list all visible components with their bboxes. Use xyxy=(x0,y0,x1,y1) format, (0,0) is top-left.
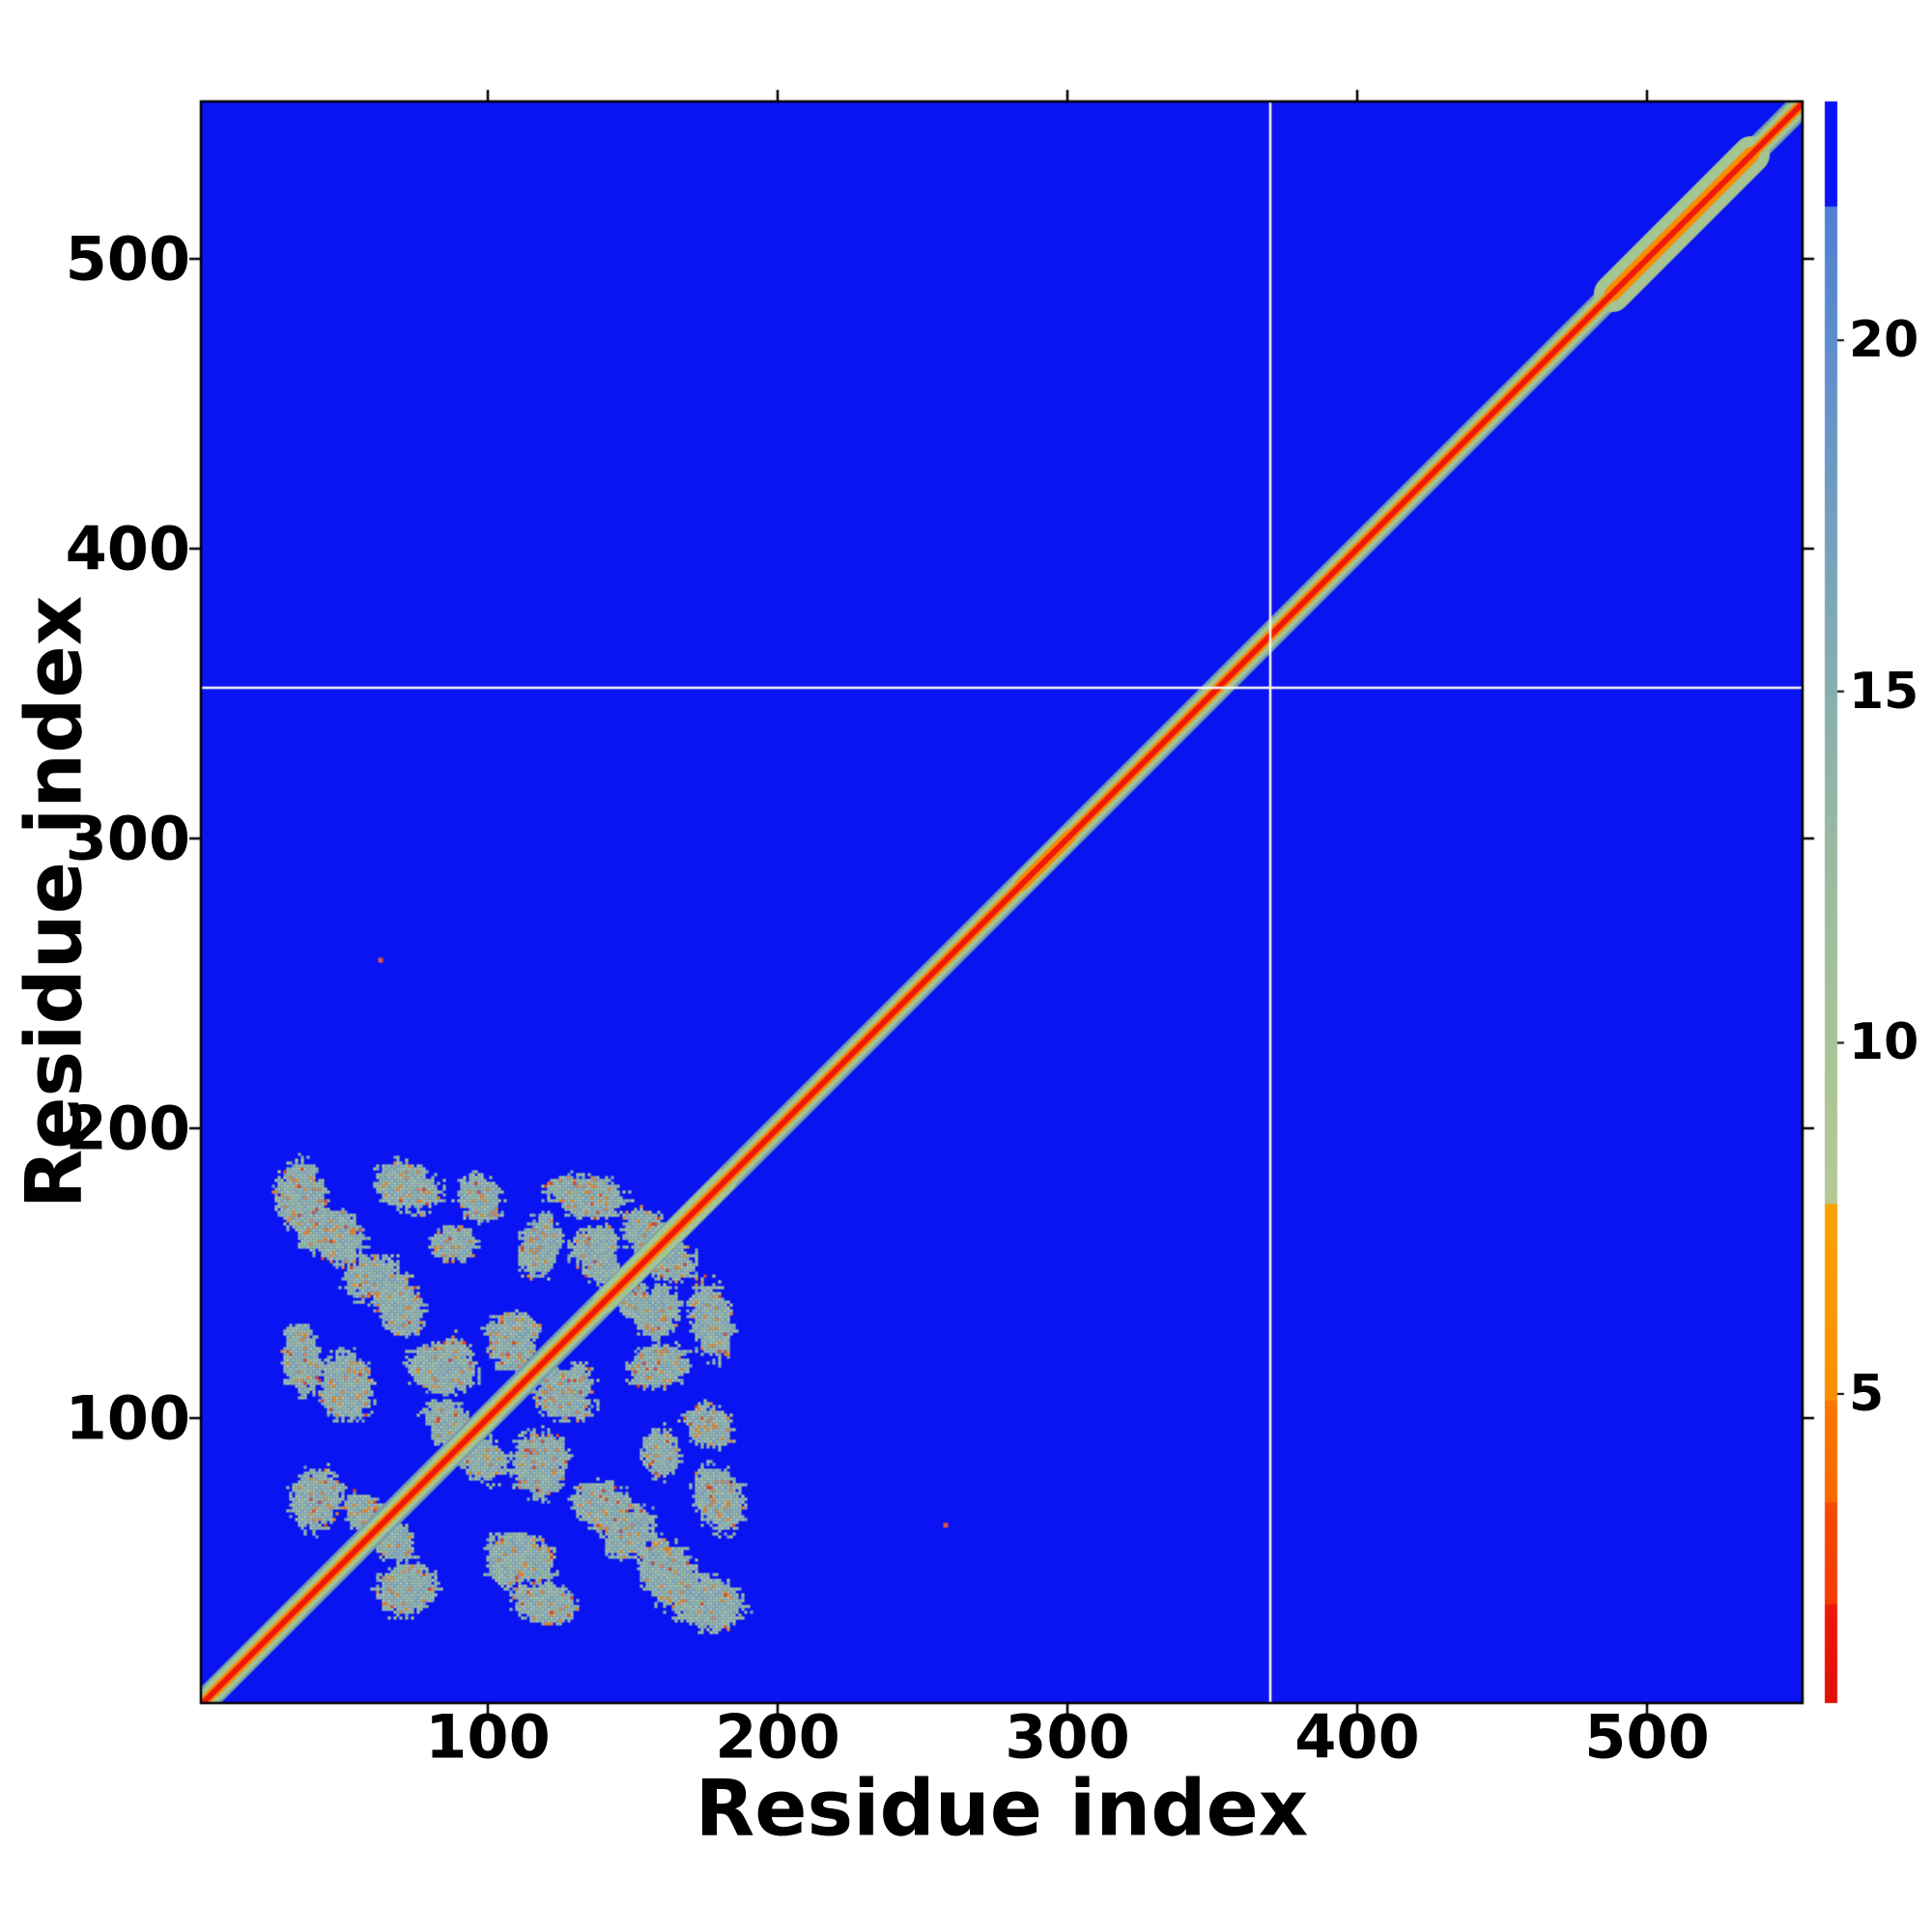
x-axis-title: Residue index xyxy=(695,1763,1309,1854)
x-tick-label: 400 xyxy=(1294,1701,1420,1773)
x-tick-label: 500 xyxy=(1584,1701,1710,1773)
y-tick-label: 400 xyxy=(65,513,190,584)
colorbar-tick-label: 10 xyxy=(1849,1013,1919,1072)
x-tick-label: 200 xyxy=(715,1701,840,1773)
x-tick-label: 100 xyxy=(425,1701,551,1773)
y-tick-label: 300 xyxy=(65,803,190,874)
y-tick-label: 100 xyxy=(65,1382,190,1454)
colorbar-tick-label: 20 xyxy=(1849,311,1919,370)
y-tick-label: 200 xyxy=(65,1093,190,1164)
y-tick-label: 500 xyxy=(65,223,190,295)
colorbar-tick-label: 5 xyxy=(1849,1365,1885,1424)
x-tick-label: 300 xyxy=(1005,1701,1130,1773)
colorbar-tick-label: 15 xyxy=(1849,662,1919,721)
